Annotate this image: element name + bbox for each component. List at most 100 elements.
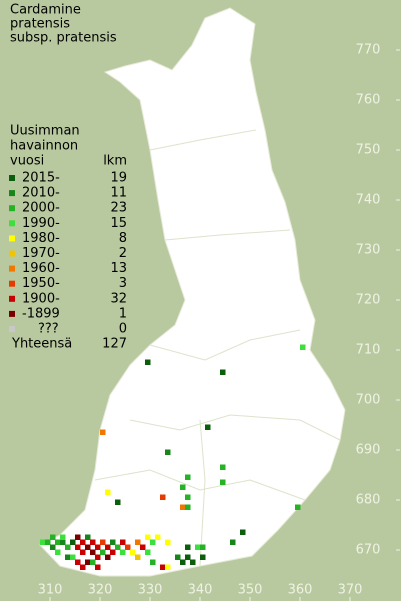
legend-total: 127: [102, 337, 127, 352]
x-tick-label: 350: [238, 583, 263, 598]
observation-square: [90, 559, 96, 565]
observation-square: [200, 554, 206, 560]
legend-count: 3: [119, 276, 127, 291]
legend-label: 2015-: [22, 171, 60, 186]
observation-square: [165, 564, 171, 570]
observation-square: [75, 559, 81, 565]
observation-square: [295, 504, 301, 510]
legend-count: 23: [110, 201, 127, 216]
observation-square: [60, 539, 66, 545]
observation-square: [95, 554, 101, 560]
legend-swatch: [9, 280, 15, 287]
observation-square: [185, 494, 191, 500]
observation-square: [55, 539, 61, 545]
title-line: Cardamine: [10, 3, 81, 18]
observation-square: [85, 534, 91, 540]
observation-square: [145, 534, 151, 540]
observation-square: [70, 554, 76, 560]
observation-square: [80, 539, 86, 545]
observation-square: [75, 544, 81, 550]
legend-count: 13: [110, 261, 127, 276]
observation-square: [105, 489, 111, 495]
observation-square: [125, 544, 131, 550]
legend-swatch: [9, 220, 15, 227]
legend-label: 1980-: [22, 231, 60, 246]
legend-label: 1970-: [22, 246, 60, 261]
observation-square: [55, 549, 61, 555]
legend-year-heading: vuosi: [10, 154, 44, 169]
observation-square: [300, 344, 306, 350]
observation-square: [180, 484, 186, 490]
legend-header: Uusimman: [10, 124, 80, 139]
observation-square: [95, 564, 101, 570]
observation-square: [200, 544, 206, 550]
observation-square: [65, 544, 71, 550]
observation-square: [115, 499, 121, 505]
observation-square: [230, 539, 236, 545]
title-line: pratensis: [10, 17, 70, 32]
observation-square: [85, 544, 91, 550]
observation-square: [95, 544, 101, 550]
observation-square: [205, 424, 211, 430]
x-tick-label: 320: [88, 583, 113, 598]
legend-total-label: Yhteensä: [11, 337, 72, 352]
observation-square: [195, 544, 201, 550]
observation-square: [65, 554, 71, 560]
y-tick-label: 720: [356, 293, 381, 308]
observation-square: [165, 449, 171, 455]
observation-square: [80, 564, 86, 570]
observation-square: [220, 479, 226, 485]
legend-swatch: [9, 326, 15, 332]
legend-label: ???: [38, 322, 59, 337]
y-tick-label: 690: [356, 443, 381, 458]
observation-square: [180, 504, 186, 510]
observation-square: [180, 559, 186, 565]
observation-square: [45, 539, 51, 545]
observation-square: [145, 549, 151, 555]
legend-count: 0: [119, 322, 127, 337]
title: Cardamine pratensis subsp. pratensis: [10, 3, 117, 46]
observation-square: [150, 559, 156, 565]
legend-label: -1899: [22, 306, 60, 321]
legend-label: 1960-: [22, 261, 60, 276]
legend-count: 32: [110, 291, 127, 306]
observation-square: [140, 544, 146, 550]
legend-count: 2: [119, 246, 127, 261]
observation-square: [220, 369, 226, 375]
observation-square: [165, 539, 171, 545]
observation-square: [185, 554, 191, 560]
observation-square: [185, 474, 191, 480]
legend-swatch: [9, 250, 15, 257]
legend-count: 1: [119, 306, 127, 321]
y-tick-label: 730: [356, 243, 381, 258]
observation-square: [90, 549, 96, 555]
legend-count: 8: [119, 231, 127, 246]
observation-square: [50, 544, 56, 550]
observation-square: [60, 534, 66, 540]
observation-square: [110, 539, 116, 545]
x-tick-label: 310: [38, 583, 63, 598]
title-line: subsp. pratensis: [10, 31, 117, 46]
observation-square: [160, 494, 166, 500]
observation-square: [160, 564, 166, 570]
legend-swatch: [9, 265, 15, 272]
observation-square: [50, 534, 56, 540]
finland-outline: [39, 7, 346, 577]
legend-swatch: [9, 295, 15, 302]
legend-swatch: [9, 190, 15, 197]
legend-count: 15: [110, 216, 127, 231]
observation-square: [75, 534, 81, 540]
legend-swatch: [9, 175, 15, 181]
observation-square: [105, 554, 111, 560]
legend-swatch: [9, 235, 15, 242]
observation-square: [90, 539, 96, 545]
observation-square: [40, 539, 46, 545]
legend-label: 1950-: [22, 276, 60, 291]
y-tick-label: 700: [356, 393, 381, 408]
observation-square: [70, 539, 76, 545]
observation-square: [100, 549, 106, 555]
observation-square: [155, 534, 161, 540]
x-tick-label: 370: [338, 583, 363, 598]
region-borders: [94, 129, 341, 567]
